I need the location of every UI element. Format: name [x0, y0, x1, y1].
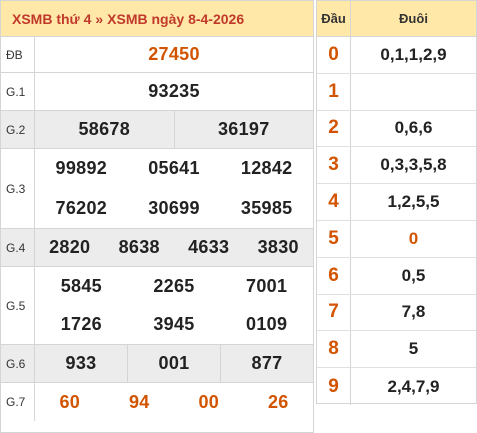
dau-duoi-table: Đầu Đuôi 0 0,1,1,2,9 1 2 0,6,6 3 0,3,3,5… — [316, 0, 477, 405]
dau-digit: 5 — [317, 220, 351, 257]
prize-number: 933 — [65, 353, 97, 373]
prize-row-g5: G.5 5845 2265 7001 1726 3945 0109 — [1, 267, 313, 345]
duoi-digits — [351, 74, 476, 110]
dau-digit: 3 — [317, 147, 351, 184]
prize-number: 8638 — [118, 237, 160, 257]
dau-duoi-row: 1 — [317, 73, 476, 111]
prize-label: G.3 — [1, 149, 35, 228]
title-weekday-link[interactable]: XSMB thứ 4 — [12, 10, 92, 27]
special-prize-number: 27450 — [148, 44, 200, 64]
dau-duoi-row: 3 0,3,3,5,8 — [317, 147, 476, 185]
prize-number: 94 — [128, 391, 150, 412]
dau-duoi-header: Đầu Đuôi — [317, 1, 476, 37]
prize-number: 3945 — [153, 314, 195, 335]
dau-column-header: Đầu — [317, 1, 351, 36]
dau-digit: 4 — [317, 184, 351, 220]
dau-duoi-row: 2 0,6,6 — [317, 110, 476, 148]
prize-number: 7001 — [246, 275, 288, 296]
results-table: XSMB thứ 4 » XSMB ngày 8-4-2026 ĐB 27450… — [0, 0, 314, 433]
prize-number: 05641 — [148, 158, 200, 179]
prize-row-g1: G.1 93235 — [1, 73, 313, 111]
prize-label: ĐB — [1, 37, 35, 72]
prize-label: G.4 — [1, 229, 35, 266]
duoi-digits: 0,1,1,2,9 — [380, 44, 447, 64]
prize-row-g3: G.3 99892 05641 12842 76202 30699 35985 — [1, 149, 313, 229]
prize-label: G.7 — [1, 383, 35, 421]
title-separator: » — [95, 10, 104, 27]
duoi-digits: 0,6,6 — [394, 118, 433, 138]
dau-duoi-row: 4 1,2,5,5 — [317, 184, 476, 221]
prize-number: 5845 — [60, 275, 102, 296]
prize-number: 0109 — [246, 314, 288, 335]
prize-label: G.2 — [1, 111, 35, 148]
dau-digit: 7 — [317, 294, 351, 331]
prize-number: 58678 — [78, 119, 131, 139]
dau-duoi-row: 5 0 — [317, 220, 476, 258]
prize-number: 00 — [198, 391, 220, 412]
prize-number: 30699 — [148, 197, 200, 218]
prize-number: 4633 — [188, 237, 230, 257]
prize-label: G.5 — [1, 267, 35, 344]
dau-digit: 9 — [317, 368, 351, 405]
dau-digit: 0 — [317, 37, 351, 73]
title-date-link[interactable]: XSMB ngày 8-4-2026 — [107, 10, 245, 27]
duoi-digits: 5 — [408, 339, 419, 359]
dau-duoi-row: 0 0,1,1,2,9 — [317, 37, 476, 74]
duoi-digits: 0,5 — [401, 265, 426, 285]
dau-duoi-row: 9 2,4,7,9 — [317, 368, 476, 405]
prize-row-g6: G.6 933 001 877 — [1, 345, 313, 383]
prize-number: 76202 — [55, 197, 108, 218]
prize-number: 001 — [127, 345, 220, 382]
dau-duoi-row: 8 5 — [317, 331, 476, 369]
prize-number: 60 — [59, 391, 81, 412]
prize-number: 3830 — [257, 237, 299, 257]
prize-number: 99892 — [55, 158, 108, 179]
duoi-digits: 7,8 — [401, 302, 426, 322]
dau-duoi-row: 7 7,8 — [317, 294, 476, 332]
duoi-digits: 0,3,3,5,8 — [380, 155, 447, 175]
dau-digit: 8 — [317, 331, 351, 368]
prize-label: G.1 — [1, 73, 35, 110]
prize-row-g2: G.2 58678 36197 — [1, 111, 313, 149]
duoi-digits: 0 — [408, 228, 419, 248]
dau-duoi-row: 6 0,5 — [317, 257, 476, 295]
duoi-digits: 2,4,7,9 — [387, 376, 440, 396]
prize-number: 36197 — [173, 111, 314, 148]
prize-label: G.6 — [1, 345, 35, 382]
dau-digit: 6 — [317, 257, 351, 294]
prize-number: 2265 — [153, 275, 195, 296]
prize-number: 2820 — [49, 237, 91, 257]
prize-number: 877 — [220, 345, 313, 382]
dau-digit: 2 — [317, 110, 351, 147]
duoi-column-header: Đuôi — [399, 11, 428, 26]
prize-number: 12842 — [240, 158, 293, 179]
prize-row-g7: G.7 60 94 00 26 — [1, 383, 313, 421]
dau-digit: 1 — [317, 73, 351, 110]
prize-row-db: ĐB 27450 — [1, 37, 313, 73]
prize-number: 35985 — [240, 197, 293, 218]
prize-number: 93235 — [148, 81, 200, 101]
prize-row-g4: G.4 2820 8638 4633 3830 — [1, 229, 313, 267]
prize-number: 1726 — [60, 314, 102, 335]
duoi-digits: 1,2,5,5 — [387, 192, 440, 212]
results-header: XSMB thứ 4 » XSMB ngày 8-4-2026 — [1, 1, 313, 37]
prize-number: 26 — [267, 391, 289, 412]
